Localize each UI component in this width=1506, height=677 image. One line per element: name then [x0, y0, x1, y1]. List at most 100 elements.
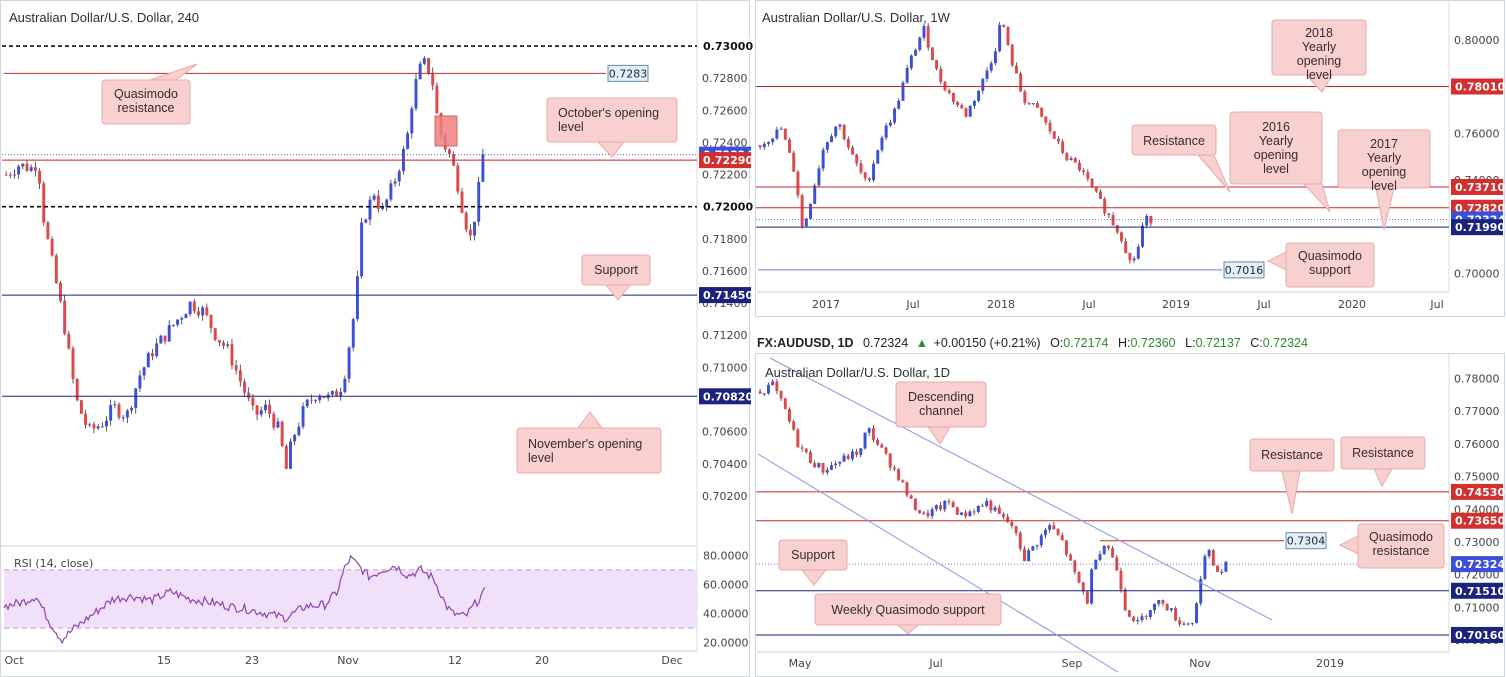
- candle-body: [251, 397, 255, 406]
- candle-body: [1082, 170, 1086, 173]
- candle-body: [372, 195, 376, 200]
- candle-body: [456, 165, 460, 192]
- candle-body: [1132, 258, 1136, 261]
- candle-body: [393, 181, 397, 184]
- candle-body: [38, 170, 42, 184]
- callout-w-2016: 2016 Yearly opening level: [1229, 111, 1331, 213]
- info-open: 0.72174: [1063, 336, 1108, 350]
- rsi-y-tick-label: 60.0000: [703, 578, 749, 591]
- candle-body: [985, 500, 989, 507]
- candle-body: [1124, 241, 1128, 254]
- candle-body: [930, 509, 934, 517]
- candle-body: [872, 163, 876, 181]
- candle-body: [397, 171, 401, 182]
- x-tick-label: 2020: [1338, 298, 1366, 311]
- candle-body: [1123, 589, 1127, 611]
- candle-body: [1207, 550, 1211, 557]
- level-tag-label: 0.78010: [1455, 81, 1505, 94]
- callout-w-2018-text: 2018 Yearly opening level: [1297, 26, 1342, 82]
- candle-body: [964, 512, 968, 517]
- candle-body: [29, 167, 33, 171]
- candle-body: [422, 58, 426, 64]
- candle-body: [758, 391, 762, 394]
- candle-body: [25, 163, 29, 171]
- candle-body: [1060, 535, 1064, 541]
- y-tick-label: 0.72200: [702, 169, 748, 182]
- candle-body: [1069, 158, 1073, 161]
- candle-body: [880, 444, 884, 448]
- daily-chart: 0.780000.770000.760000.750000.740000.730…: [756, 357, 1505, 673]
- callout-h4-support: Support: [581, 254, 651, 301]
- candle-body: [197, 311, 200, 316]
- candle-body: [842, 455, 846, 462]
- candle-body: [109, 405, 113, 421]
- candle-body: [981, 505, 984, 507]
- callout-d-resistance2: Resistance: [1340, 436, 1426, 488]
- channel-lower-line: [757, 453, 1119, 673]
- candle-body: [947, 90, 951, 93]
- candle-body: [12, 174, 16, 176]
- candle-body: [838, 461, 842, 464]
- info-low: 0.72137: [1196, 336, 1241, 350]
- candle-body: [406, 133, 410, 149]
- callout-d-support-text: Support: [791, 548, 835, 562]
- candle-body: [914, 49, 918, 56]
- level-value-label: 0.7283: [609, 67, 648, 80]
- candle-body: [939, 68, 943, 82]
- candle-body: [767, 142, 770, 144]
- candle-body: [1090, 178, 1094, 187]
- candle-body: [1111, 548, 1115, 558]
- candle-body: [473, 221, 477, 236]
- y-tick-label: 0.76000: [1454, 127, 1500, 140]
- candle-body: [859, 163, 863, 173]
- candle-body: [1031, 546, 1035, 551]
- candle-body: [364, 219, 368, 223]
- candle-body: [8, 174, 12, 176]
- channel-upper-line: [769, 357, 1273, 621]
- candle-body: [762, 143, 766, 148]
- candle-body: [955, 507, 959, 515]
- callout-w-resistance: Resistance: [1131, 124, 1231, 193]
- level-value-box: [607, 64, 649, 82]
- candle-body: [268, 404, 272, 414]
- y-tick-label: 0.71000: [702, 361, 748, 374]
- candle-body: [188, 301, 192, 315]
- candle-body: [1149, 215, 1153, 224]
- x-tick-label: 2017: [812, 298, 840, 311]
- daily-chart-title: Australian Dollar/U.S. Dollar, 1D: [765, 365, 950, 380]
- info-last: 0.72324: [863, 336, 908, 350]
- candle-body: [33, 167, 37, 171]
- candle-body: [1014, 65, 1018, 74]
- candle-body: [909, 55, 913, 69]
- candle-body: [851, 147, 855, 155]
- candle-body: [1190, 622, 1194, 624]
- level-tag-label: 0.71450: [703, 289, 753, 302]
- candle-body: [347, 347, 351, 379]
- candle-body: [888, 453, 892, 468]
- candle-body: [1157, 600, 1161, 604]
- daily-panel-frame: [755, 353, 1505, 677]
- candle-body: [322, 396, 326, 398]
- candle-body: [355, 276, 359, 320]
- candle-body: [775, 129, 779, 139]
- info-low-label: L:: [1185, 336, 1195, 350]
- candle-body: [783, 398, 787, 409]
- candle-body: [998, 24, 1002, 52]
- candle-body: [1132, 616, 1136, 622]
- candle-body: [800, 195, 804, 227]
- callout-d-channel: Descending channel: [895, 381, 987, 445]
- candle-body: [1002, 513, 1005, 517]
- x-tick-label: 2019: [1316, 657, 1344, 670]
- candle-body: [981, 78, 985, 91]
- candle-body: [901, 480, 905, 483]
- candle-body: [167, 325, 171, 342]
- info-open-label: O:: [1050, 336, 1063, 350]
- candle-body: [762, 393, 766, 395]
- candle-body: [1211, 550, 1215, 566]
- candle-body: [817, 462, 821, 468]
- candle-body: [79, 400, 83, 414]
- candle-body: [796, 171, 800, 196]
- candle-body: [1120, 232, 1123, 242]
- candle-body: [1061, 141, 1065, 153]
- level-tag: [1451, 556, 1503, 573]
